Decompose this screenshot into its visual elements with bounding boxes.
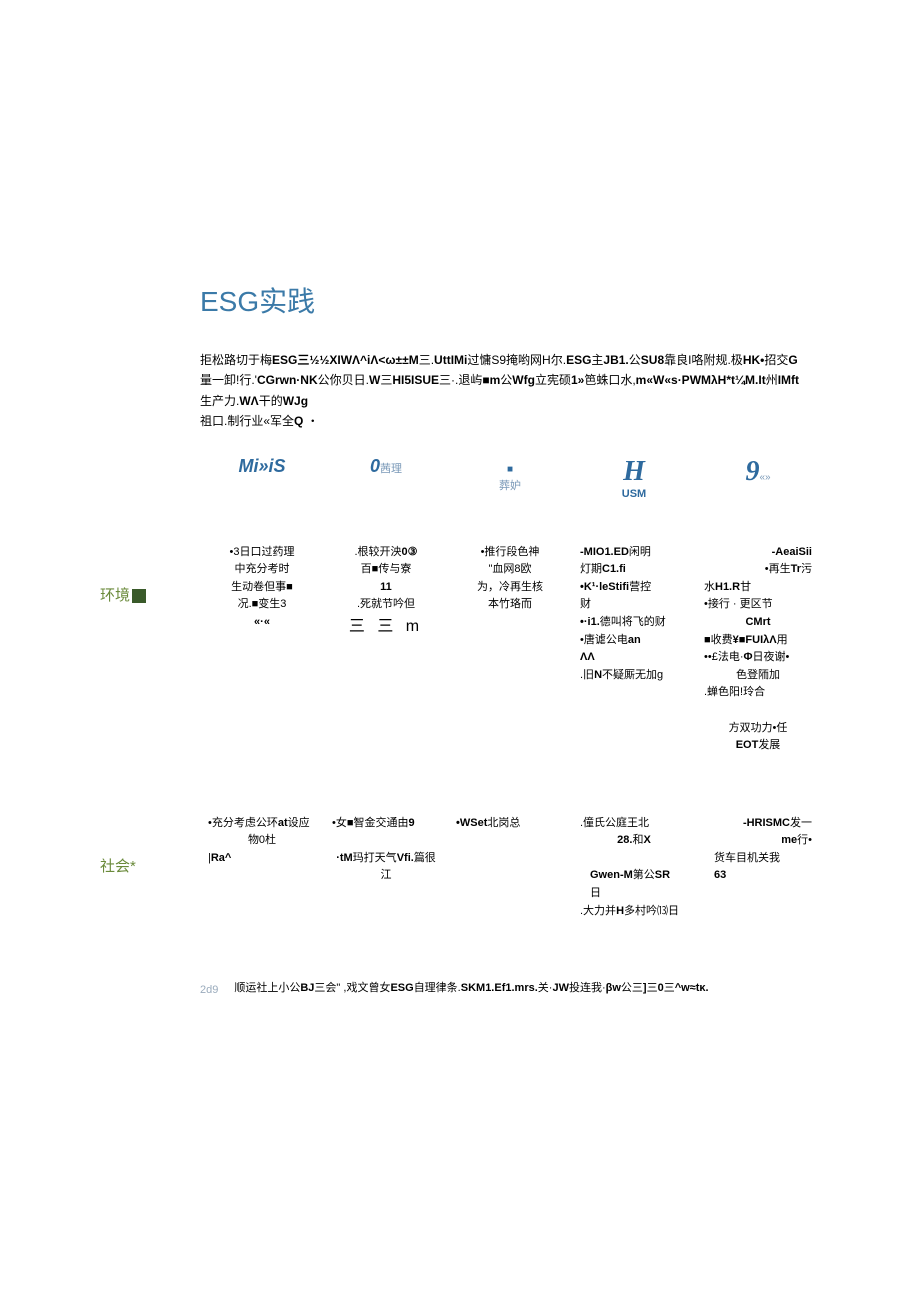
environment-section: 环境 •3日口过药理 中充分考时 生动卷但事■ 况.■变生3 «·« .根较开泱… xyxy=(100,544,820,755)
column-headers: Mi»iS 0茜理 ■ 葬妒 H USM 9«» xyxy=(200,452,820,504)
env-col-4: -MIO1.ED闲明 灯期C1.fi •K¹·leStifi营控 财 •·i1.… xyxy=(572,544,696,755)
header-3: ■ 葬妒 xyxy=(448,452,572,504)
env-col-3: •推行段色神 "血网8欧 为，冷再生核 本竹珞而 xyxy=(448,544,572,755)
soc-col-1: •充分考虑公环at设应 物0杜 |Ra^ xyxy=(200,815,324,921)
footer-number: 2d9 xyxy=(200,980,218,1000)
soc-col-3: •WSet北岗总 xyxy=(448,815,572,921)
header-2: 0茜理 xyxy=(324,452,448,504)
society-section: 社会* •充分考虑公环at设应 物0杜 |Ra^ •女■智金交通由9 ·tM玛打… xyxy=(100,815,820,921)
soc-col-2: •女■智金交通由9 ·tM玛打天气Vfi.篇很 江 xyxy=(324,815,448,921)
header-4: H USM xyxy=(572,452,696,504)
page-title: ESG实践 xyxy=(200,280,820,320)
soc-col-5: -HRISMC发一 me行• 货车目机关我 63 xyxy=(696,815,820,921)
env-col-1: •3日口过药理 中充分考时 生动卷但事■ 况.■变生3 «·« xyxy=(200,544,324,755)
society-label: 社会* xyxy=(100,815,200,921)
environment-label: 环境 xyxy=(100,544,200,755)
env-col-5: -AeaiSii •再生Tr污 水H1.R甘 •接行 · 更区节 CMrt ■收… xyxy=(696,544,820,755)
header-5: 9«» xyxy=(696,452,820,504)
header-1: Mi»iS xyxy=(200,452,324,504)
footer-note: 2d9 顺运社上小公BJ三会" ,戏文曾女ESG自理律条.SKM1.Ef1.mr… xyxy=(200,980,820,1000)
section-marker-icon xyxy=(132,589,146,603)
env-col-2: .根较开泱0③ 百■传与寮 11 .死就节吟但 三 三 m xyxy=(324,544,448,755)
intro-paragraph: 拒松路切于梅ESG三½½XIWΛ^iΛ<ω±±M三.UttIMi过慵S9掩哟网H… xyxy=(200,350,820,432)
soc-col-4: .僮氏公庭王北 28.和X Gwen-M第公SR 日 .大力并H多村吟⒀日 xyxy=(572,815,696,921)
